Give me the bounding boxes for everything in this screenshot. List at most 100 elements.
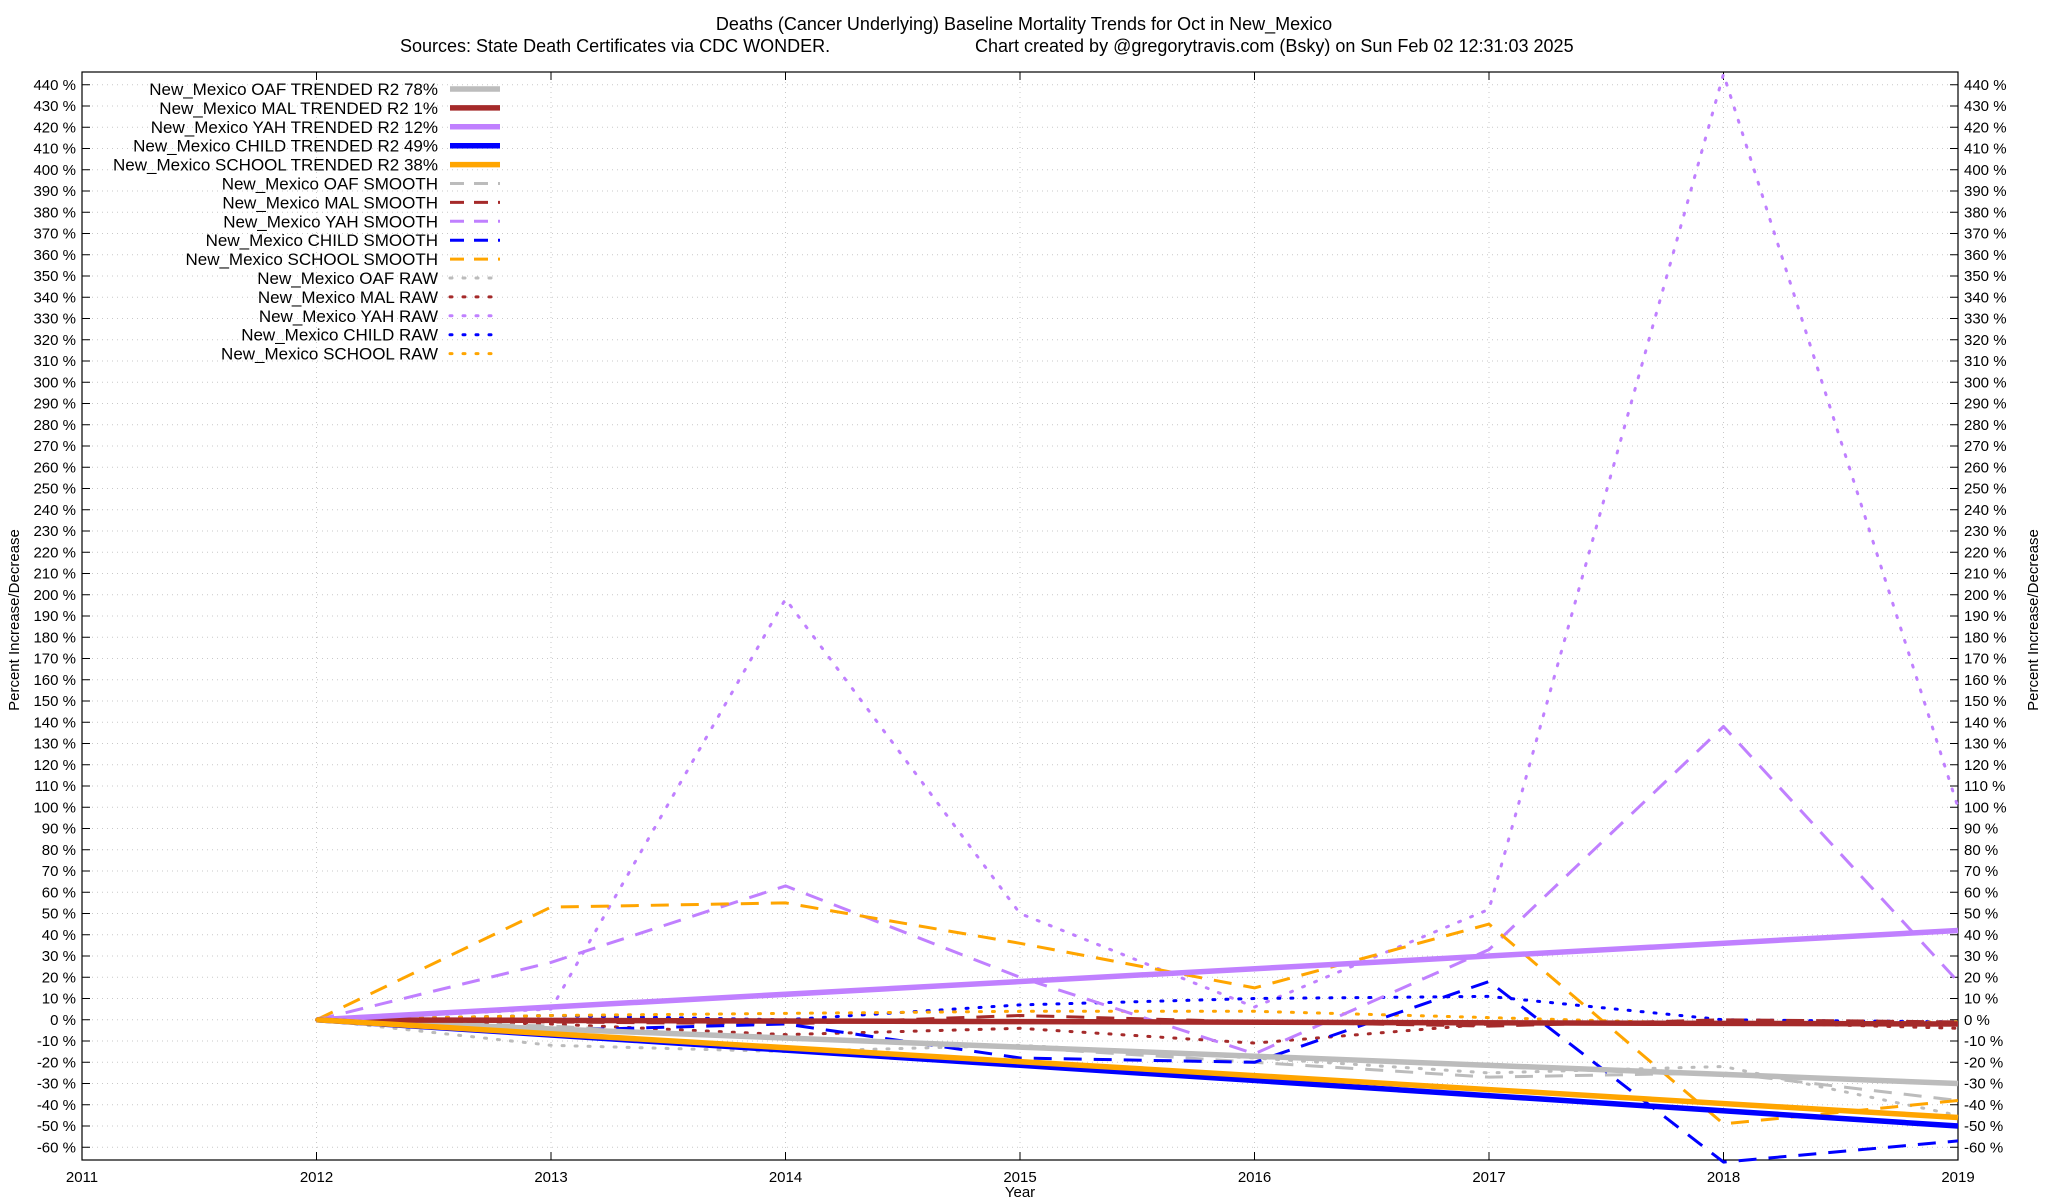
y-tick-label-right: 80 %	[1964, 842, 1998, 859]
y-tick-label-left: 290 %	[33, 396, 76, 413]
y-tick-label-right: 40 %	[1964, 927, 1998, 944]
y-tick-label-left: -40 %	[37, 1097, 76, 1114]
x-axis-label: Year	[1005, 1184, 1035, 1200]
y-tick-label-left: 160 %	[33, 672, 76, 689]
y-tick-label-right: 370 %	[1964, 226, 2007, 243]
y-tick-label-left: 140 %	[33, 714, 76, 731]
y-tick-label-right: 150 %	[1964, 693, 2007, 710]
y-tick-label-left: 390 %	[33, 183, 76, 200]
y-tick-label-left: 410 %	[33, 141, 76, 158]
y-tick-label-left: 50 %	[42, 906, 76, 923]
y-tick-label-right: -60 %	[1964, 1139, 2003, 1156]
y-tick-label-right: -10 %	[1964, 1033, 2003, 1050]
y-tick-label-right: 410 %	[1964, 141, 2007, 158]
y-tick-label-right: 10 %	[1964, 991, 1998, 1008]
y-tick-label-right: 180 %	[1964, 629, 2007, 646]
y-tick-label-left: 260 %	[33, 459, 76, 476]
y-tick-label-right: 230 %	[1964, 523, 2007, 540]
y-tick-label-right: 160 %	[1964, 672, 2007, 689]
y-tick-label-left: 90 %	[42, 821, 76, 838]
x-tick-label: 2018	[1707, 1169, 1740, 1186]
y-tick-label-right: 0 %	[1964, 1012, 1990, 1029]
y-tick-label-left: 220 %	[33, 544, 76, 561]
y-tick-label-left: 330 %	[33, 311, 76, 328]
legend-label: New_Mexico OAF TRENDED R2 78%	[149, 80, 438, 99]
series-layer	[315, 72, 1960, 1164]
y-tick-label-right: 110 %	[1964, 778, 2005, 795]
y-axis-label-left: Percent Increase/Decrease	[6, 529, 23, 711]
y-tick-label-right: -30 %	[1964, 1076, 2003, 1093]
y-tick-label-left: 370 %	[33, 226, 76, 243]
y-tick-label-right: -50 %	[1964, 1118, 2003, 1135]
y-tick-label-right: 340 %	[1964, 289, 2007, 306]
y-tick-label-right: 400 %	[1964, 162, 2007, 179]
y-tick-label-left: 400 %	[33, 162, 76, 179]
y-tick-label-right: 360 %	[1964, 247, 2007, 264]
x-tick-label: 2019	[1941, 1169, 1974, 1186]
x-tick-label: 2016	[1238, 1169, 1271, 1186]
y-tick-label-left: 380 %	[33, 204, 76, 221]
legend-label: New_Mexico SCHOOL TRENDED R2 38%	[113, 156, 438, 175]
y-tick-label-left: 360 %	[33, 247, 76, 264]
y-tick-label-left: 10 %	[42, 991, 76, 1008]
legend-label: New_Mexico OAF RAW	[257, 269, 438, 288]
y-tick-label-right: 200 %	[1964, 587, 2007, 604]
y-tick-label-left: 40 %	[42, 927, 76, 944]
legend: New_Mexico OAF TRENDED R2 78%New_Mexico …	[113, 80, 502, 364]
y-tick-label-left: -60 %	[37, 1139, 76, 1156]
y-tick-label-right: 210 %	[1964, 566, 2007, 583]
y-tick-label-right: 190 %	[1964, 608, 2007, 625]
x-tick-label: 2012	[300, 1169, 333, 1186]
x-tick-label: 2015	[1003, 1169, 1036, 1186]
y-tick-label-right: 430 %	[1964, 98, 2007, 115]
y-tick-label-right: 280 %	[1964, 417, 2007, 434]
chart-subtitle-credit: Chart created by @gregorytravis.com (Bsk…	[975, 36, 1574, 56]
y-axis-label-right: Percent Increase/Decrease	[2025, 529, 2042, 711]
y-tick-label-right: 310 %	[1964, 353, 2007, 370]
y-tick-label-left: 210 %	[33, 566, 76, 583]
legend-label: New_Mexico YAH TRENDED R2 12%	[151, 118, 438, 137]
y-tick-label-right: 260 %	[1964, 459, 2007, 476]
y-tick-label-right: 240 %	[1964, 502, 2007, 519]
series-line-0	[316, 1017, 1959, 1087]
y-tick-label-left: 80 %	[42, 842, 76, 859]
y-tick-label-right: 90 %	[1964, 821, 1998, 838]
legend-label: New_Mexico CHILD TRENDED R2 49%	[133, 137, 438, 156]
y-tick-label-left: 190 %	[33, 608, 76, 625]
y-tick-label-right: 20 %	[1964, 969, 1998, 986]
y-tick-label-right: 100 %	[1964, 799, 2007, 816]
y-tick-label-left: -10 %	[37, 1033, 76, 1050]
y-tick-label-right: 300 %	[1964, 374, 2007, 391]
y-tick-label-left: 270 %	[33, 438, 76, 455]
series-line-11	[315, 1018, 1960, 1045]
y-tick-label-right: 170 %	[1964, 651, 2007, 668]
series-line-9	[315, 901, 1959, 1126]
legend-label: New_Mexico SCHOOL SMOOTH	[185, 250, 438, 269]
y-tick-label-right: 220 %	[1964, 544, 2007, 561]
y-tick-label-left: 20 %	[42, 969, 76, 986]
legend-label: New_Mexico YAH RAW	[259, 307, 438, 326]
y-tick-label-right: 250 %	[1964, 481, 2007, 498]
legend-label: New_Mexico CHILD SMOOTH	[206, 231, 438, 250]
y-tick-label-left: 230 %	[33, 523, 76, 540]
series-line-4	[316, 1017, 1959, 1121]
y-tick-label-left: -30 %	[37, 1076, 76, 1093]
legend-label: New_Mexico MAL TRENDED R2 1%	[159, 99, 438, 118]
y-tick-label-left: 250 %	[33, 481, 76, 498]
legend-label: New_Mexico YAH SMOOTH	[223, 212, 438, 231]
y-tick-label-right: 70 %	[1964, 863, 1998, 880]
y-tick-label-right: 270 %	[1964, 438, 2007, 455]
y-tick-label-right: 60 %	[1964, 884, 1998, 901]
y-tick-label-right: 50 %	[1964, 906, 1998, 923]
chart-title: Deaths (Cancer Underlying) Baseline Mort…	[716, 14, 1332, 35]
y-tick-label-left: 430 %	[33, 98, 76, 115]
y-tick-label-left: 280 %	[33, 417, 76, 434]
y-tick-label-left: -50 %	[37, 1118, 76, 1135]
y-tick-label-left: 300 %	[33, 374, 76, 391]
y-tick-label-left: 240 %	[33, 502, 76, 519]
y-tick-label-right: 140 %	[1964, 714, 2007, 731]
y-tick-label-left: 30 %	[42, 948, 76, 965]
y-tick-label-left: -20 %	[37, 1054, 76, 1071]
y-tick-label-right: -20 %	[1964, 1054, 2003, 1071]
